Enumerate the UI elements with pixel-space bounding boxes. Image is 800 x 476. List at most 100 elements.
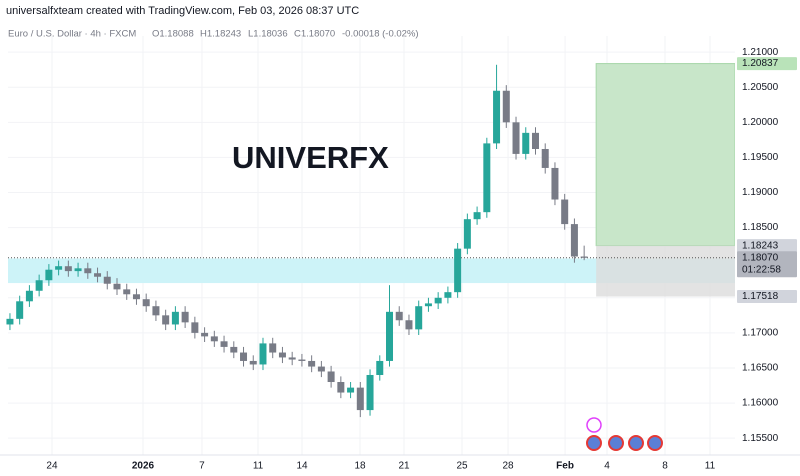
candle-body [64,266,72,272]
x-tick-label: 11 [705,461,716,472]
y-tick-label: 1.21000 [742,47,779,58]
price-tag [737,57,797,71]
symbol-title: Euro / U.S. Dollar · 4h · FXCM [8,29,136,40]
candle-body [551,167,559,200]
candle-body [405,320,413,330]
candle-body [473,212,481,220]
candle-body [570,224,578,257]
candle-body [94,273,102,277]
candle-body [132,294,140,300]
x-tick-label: 25 [456,461,468,472]
candle-body [6,318,14,325]
candle-body [269,343,277,353]
y-tick-label: 1.15500 [742,433,779,444]
candle-body [327,371,335,383]
y-tick-label: 1.17000 [742,328,779,339]
candle-body [415,306,423,330]
price-tag-label: 1.18070 [742,252,779,263]
candle-body [522,132,530,154]
price-tag-label: 1.20837 [742,58,779,69]
candle-body [434,297,442,304]
candle-body [347,387,355,393]
candle-body [463,219,471,249]
y-tick-label: 1.16500 [742,363,779,374]
header: Euro / U.S. Dollar · 4h · FXCM O1.18088 … [8,29,419,40]
y-tick-label: 1.20500 [742,82,779,93]
credit: universalfxteam created with TradingView… [6,5,359,17]
candle-body [123,289,131,295]
y-tick-label: 1.19000 [742,187,779,198]
candle-body [171,311,179,325]
candle-body [201,332,209,337]
loss-box [596,245,735,297]
candle-body [288,357,296,360]
candle-body [16,301,24,319]
candle-body [531,132,539,149]
y-tick-label: 1.16000 [742,398,779,409]
candle-body [249,360,257,365]
candle-body [366,374,374,411]
price-tag-label: 1.18243 [742,240,779,251]
price-tag-label: 1.17518 [742,291,779,302]
ohlc-open: O1.18088 [152,29,194,40]
candle-body [220,341,228,347]
candle-body [278,352,286,358]
candle-body [259,343,267,365]
candle-body [444,292,452,298]
candle-body [191,322,199,333]
candle-body [162,315,170,325]
icon [608,435,624,451]
candle-body [181,311,189,323]
ohlc-low: L1.18036 [248,29,288,40]
countdown: 01:22:58 [742,264,781,275]
candle-body [502,90,510,123]
candle-body [386,311,394,361]
candle-body [35,280,43,291]
x-tick-label: 28 [502,461,514,472]
candle-body [84,268,92,274]
candle-body [376,360,384,375]
icon [628,435,644,451]
x-tick-label: 8 [662,461,668,472]
x-tick-label: 11 [253,461,264,472]
price-tag [737,251,797,278]
candle-body [454,248,462,293]
x-tick-label: 24 [46,461,58,472]
candle-body [45,269,53,281]
candle-body [493,90,501,144]
candle-body [541,148,549,168]
axis-bg [735,0,800,476]
candle-body [317,366,325,372]
candle-body [240,352,248,361]
candle-body [25,290,33,302]
y-tick-label: 1.18500 [742,222,779,233]
candle-body [561,199,569,225]
profit-box [595,63,736,247]
x-tick-label: 21 [398,461,410,472]
candle-body [512,122,520,154]
candle-body [337,382,345,393]
candle-body [580,256,588,258]
candle-body [152,306,160,316]
icon [586,435,602,451]
candle-body [142,299,150,307]
y-tick-label: 1.20000 [742,117,779,128]
icon [647,435,663,451]
icon [586,417,602,433]
candle-body [103,276,111,284]
candle-body [230,346,238,353]
candle-body [308,360,316,367]
change: -0.00018 (-0.02%) [342,29,419,40]
price-tag [737,290,797,304]
candle-body [298,359,306,361]
x-tick-label: Feb [556,461,574,472]
candle-body [395,311,403,321]
candle-body [424,303,432,307]
x-tick-label: 18 [354,461,366,472]
bottom-icons [586,417,663,451]
candle-body [356,387,364,411]
ohlc-close: C1.18070 [294,29,335,40]
x-tick-label: 14 [296,461,308,472]
